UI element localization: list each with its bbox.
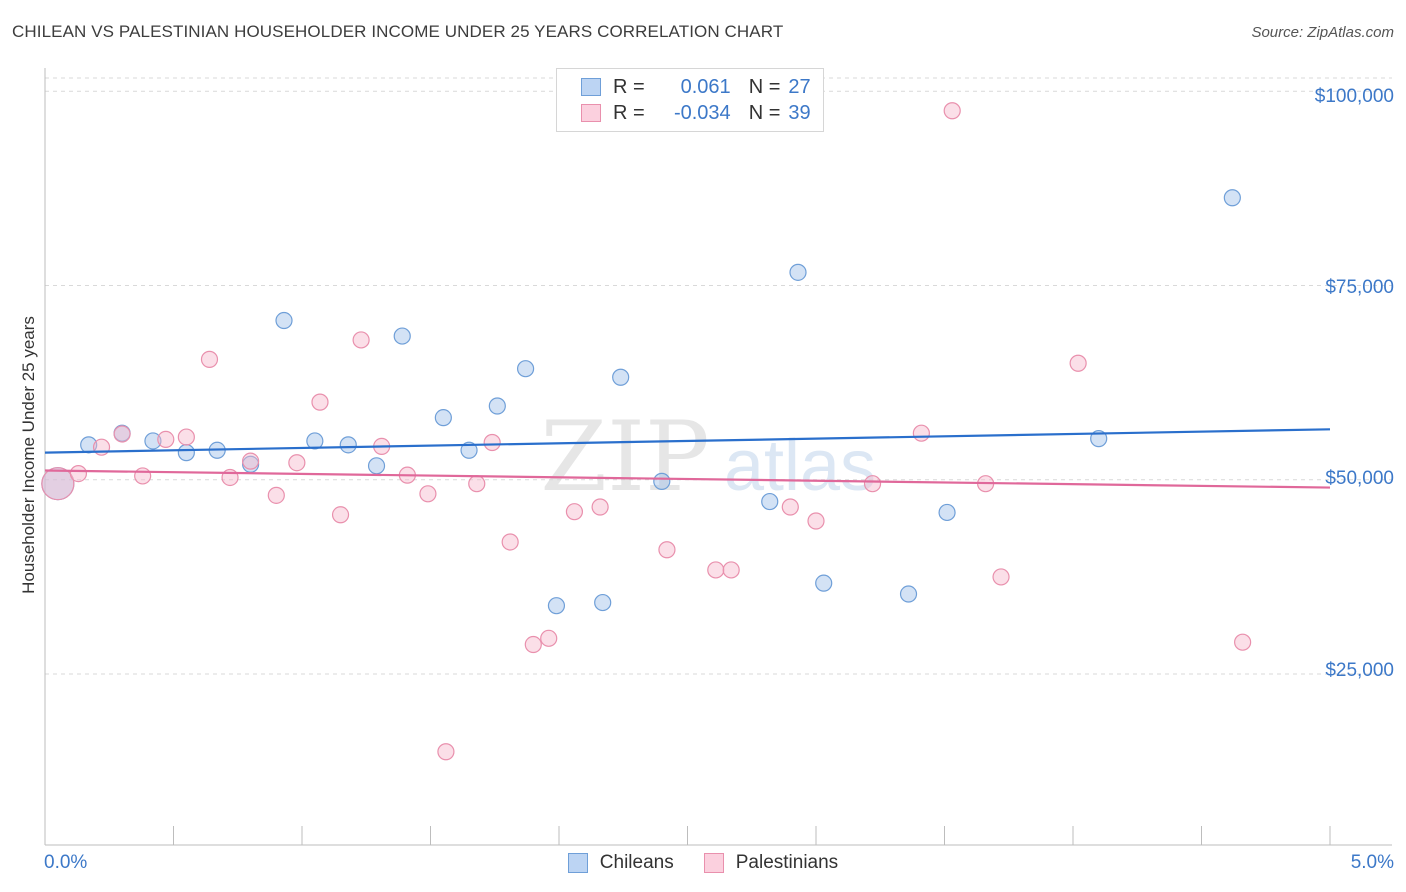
chileans-point [460,441,478,459]
palestinians-point [781,498,799,516]
x-tick-label-min: 0.0% [44,852,88,873]
watermark-zip: ZIP [540,401,709,513]
y-tick-label-50000: $50,000 [1325,468,1394,489]
palestinians-point [468,475,486,493]
legend-row-chileans: R = 0.061 N = 27 [581,75,811,99]
chileans-point [789,263,807,281]
chileans-swatch [567,853,588,873]
legend-swatch-chileans [581,78,601,96]
series-legend-chileans[interactable]: Chileans [567,852,674,874]
palestinians-point [912,424,930,442]
palestinians-label: Palestinians [735,852,839,873]
source-label: Source: ZipAtlas.com [1251,24,1394,41]
palestinians-point [288,454,306,472]
palestinians-point [200,350,219,368]
legend-r-label: R = [613,101,645,124]
legend-n-value: 27 [788,75,811,98]
chileans-point [938,503,956,522]
chileans-point [339,436,357,454]
palestinians-point [992,568,1010,586]
legend-n-value: 39 [788,101,811,124]
chileans-point [547,597,566,615]
palestinians-point [267,486,285,504]
palestinians-point [707,561,725,579]
palestinians-point [113,425,131,443]
chileans-point [516,360,535,378]
palestinians-trend-line [44,469,1331,489]
chileans-point [761,492,779,511]
palestinians-point [658,541,676,559]
chileans-point [1223,189,1241,207]
palestinians-point [565,503,584,521]
chileans-point [434,409,452,427]
chileans-point [177,444,195,462]
palestinians-point [157,430,175,449]
legend-r-value: 0.061 [680,75,731,98]
palestinians-point [524,635,542,654]
palestinians-point [437,743,455,761]
chileans-point [594,593,612,612]
chileans-point [144,432,162,450]
chileans-point [367,457,386,475]
legend-row-palestinians: R = -0.034 N = 39 [581,101,811,125]
chileans-point [306,432,324,450]
palestinians-point [863,475,882,493]
series-legend: Chileans Palestinians [0,852,1406,874]
legend-swatch-palestinians [581,104,601,122]
chart-title: CHILEAN VS PALESTINIAN HOUSEHOLDER INCOM… [12,22,784,41]
palestinians-point [331,506,350,524]
chileans-point [815,574,833,592]
chileans-point [275,311,293,330]
series-legend-palestinians[interactable]: Palestinians [703,852,839,874]
palestinians-point [242,452,260,470]
palestinians-point [134,467,152,485]
y-tick-label-25000: $25,000 [1325,660,1394,681]
y-tick-label-75000: $75,000 [1325,277,1394,298]
chileans-point [612,368,630,386]
correlation-legend: R = 0.061 N = 27 R = -0.034 N = 39 [556,68,824,132]
palestinians-point [352,331,370,349]
legend-n-label: N = [748,75,781,98]
palestinians-point [177,428,195,446]
palestinians-point [591,498,609,516]
palestinians-point [1234,633,1252,651]
legend-n-label: N = [748,101,781,124]
chileans-point [653,472,671,490]
palestinians-point [540,629,558,647]
palestinians-point [311,393,329,411]
palestinians-point [41,467,75,501]
legend-r-value: -0.034 [673,101,731,124]
palestinians-point [501,533,519,551]
chileans-point [393,327,411,345]
legend-r-label: R = [613,75,645,98]
x-tick-label-max: 5.0% [1350,852,1394,873]
chileans-point [488,397,506,415]
palestinians-point [483,433,501,452]
palestinians-point [943,102,961,120]
chileans-label: Chileans [599,852,674,873]
y-tick-label-100000: $100,000 [1314,86,1394,107]
palestinians-point [69,464,88,483]
palestinians-point [807,512,825,530]
palestinians-swatch [703,853,724,873]
palestinians-point [1069,354,1087,372]
palestinians-point [722,561,740,579]
chileans-point [899,585,918,603]
palestinians-point [419,485,437,503]
chileans-trend-line [44,428,1331,454]
